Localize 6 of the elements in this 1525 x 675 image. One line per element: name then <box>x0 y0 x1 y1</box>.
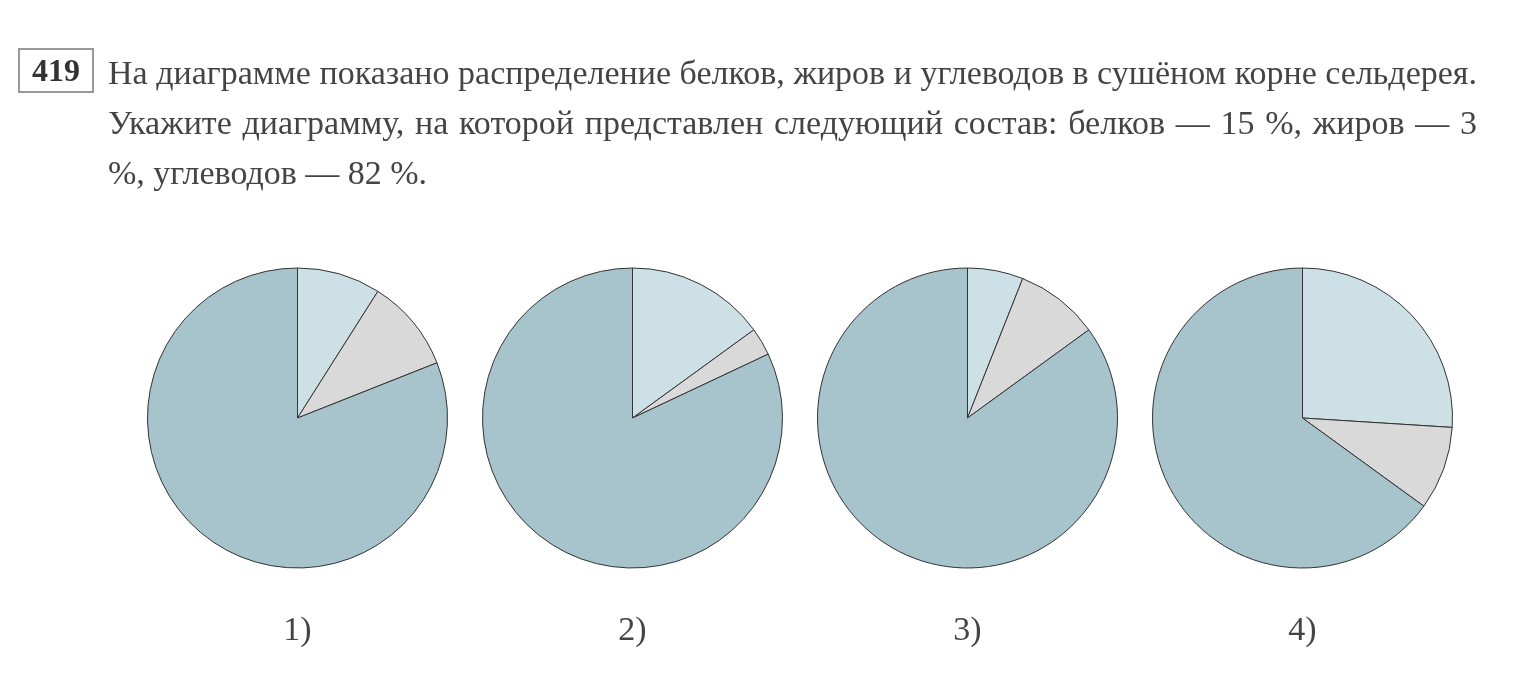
text: 3) <box>953 609 982 648</box>
text: 1) <box>283 609 312 648</box>
text: На диаграмме показано распределение белков, жиров и углеводов в сушёном корне сельдерея. Укажите диаграмму, на которой представлен следующий состав: белков — 15 %, жиров — 3 %, углеводов — 82 %. <box>108 54 1477 191</box>
text: 419 <box>18 48 94 93</box>
text: 4) <box>1288 609 1317 648</box>
text: 2) <box>618 609 647 648</box>
